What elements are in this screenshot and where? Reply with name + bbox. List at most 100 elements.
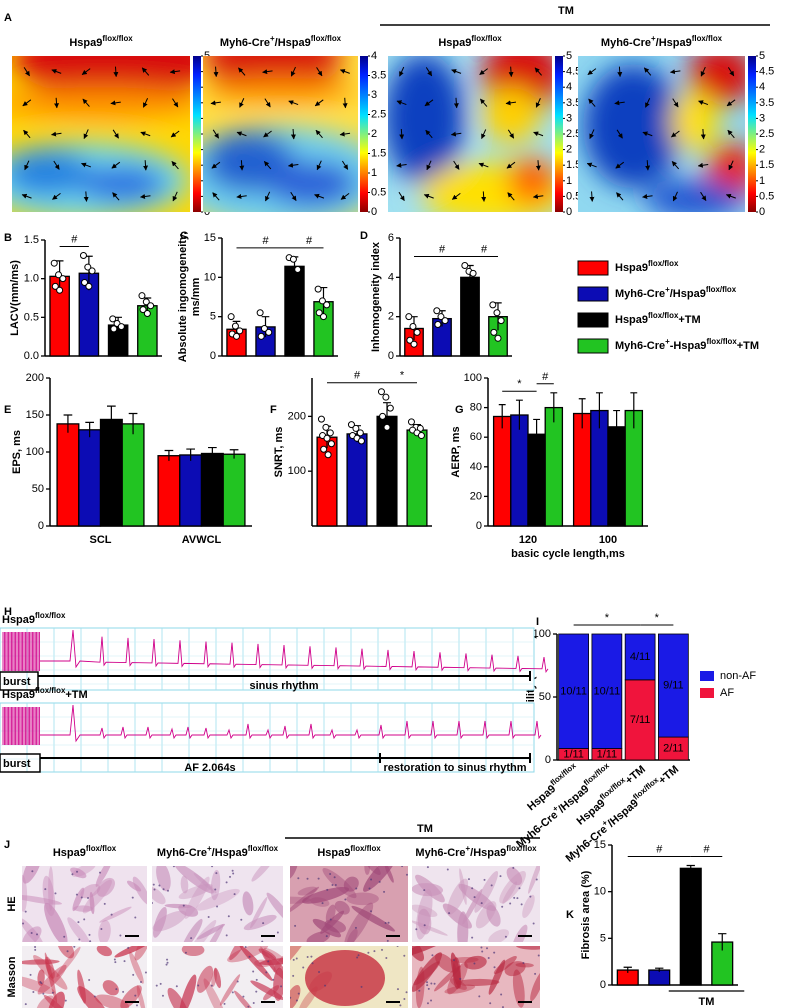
nucleus (152, 883, 155, 886)
nucleus (430, 982, 433, 985)
data-point (323, 301, 331, 309)
data-point (434, 321, 442, 329)
data-point (143, 309, 151, 317)
map-blob (12, 56, 190, 99)
map-blob (583, 63, 684, 189)
colorbar-tick-label: 3 (566, 112, 572, 124)
nucleus (431, 954, 434, 957)
nucleus (357, 954, 360, 957)
nucleus (509, 902, 512, 905)
nucleus (534, 972, 537, 975)
nucleus (132, 973, 135, 976)
tissue (343, 876, 359, 892)
x-tick-label: SCL (90, 534, 112, 546)
map-blob (644, 180, 745, 212)
tissue (47, 991, 65, 1008)
data-point (326, 429, 334, 437)
nucleus (370, 878, 373, 881)
y-tick-label: 0 (600, 979, 606, 991)
nucleus (64, 999, 67, 1002)
vector-arrow (535, 98, 541, 108)
nucleus (324, 984, 327, 987)
vector-arrow (726, 99, 736, 107)
nucleus (103, 902, 106, 905)
data-point (437, 313, 445, 321)
significance-label: * (655, 612, 660, 624)
significance-label: # (306, 235, 313, 247)
colorbar-tick-label: 4 (371, 50, 377, 62)
bar (99, 418, 123, 527)
tissue (415, 874, 445, 903)
y-tick-label: 200 (288, 410, 306, 422)
nucleus (161, 994, 164, 997)
colorbar-tick-label: 0.5 (371, 186, 386, 198)
nucleus (368, 887, 371, 890)
y-axis-label: ms/mm (190, 278, 202, 317)
vector-arrow (481, 191, 487, 202)
colorbar-tick-label: 0 (566, 206, 572, 218)
colorbar-tick-label: 1 (566, 175, 572, 187)
y-axis-label: AERP, ms (450, 426, 462, 477)
nucleus (480, 902, 483, 905)
nucleus (317, 877, 320, 880)
burst-box (0, 671, 39, 691)
bar (544, 406, 564, 527)
nucleus (383, 890, 386, 893)
colorbar (555, 56, 563, 212)
tissue (417, 908, 432, 935)
colorbar-tick-label: 2 (759, 144, 765, 156)
nucleus (493, 966, 496, 969)
tissue (152, 910, 187, 932)
bar (222, 453, 246, 527)
nucleus (295, 999, 298, 1002)
tissue (502, 881, 518, 904)
nucleus (513, 896, 516, 899)
histology-image (22, 866, 147, 942)
bar (284, 265, 305, 357)
tissue (511, 924, 528, 942)
vector-arrow (423, 193, 434, 199)
error-bar (655, 967, 664, 972)
data-point (410, 340, 418, 348)
tissue (384, 866, 394, 883)
significance-label: # (481, 243, 488, 255)
row-label: Masson (6, 956, 18, 997)
nucleus (292, 958, 295, 961)
y-tick-label: 0 (476, 520, 482, 532)
vector-arrow (450, 131, 462, 137)
tissue (96, 946, 112, 957)
vector-arrow (113, 66, 119, 78)
vector-arrow (314, 99, 324, 107)
y-tick-label: 0 (545, 754, 551, 766)
data-point (413, 328, 421, 336)
colorbar-tick-label: 0 (759, 206, 765, 218)
nucleus (326, 888, 329, 891)
legend-swatch (577, 260, 609, 276)
y-tick-label: 100 (288, 465, 306, 477)
tissue (71, 866, 96, 877)
y-tick-label: 50 (32, 483, 44, 495)
bar-segment (558, 633, 589, 749)
vector-arrow (616, 129, 623, 139)
y-tick-label: 4 (388, 271, 394, 283)
data-point (236, 327, 244, 335)
data-point (88, 267, 96, 275)
vector-arrow (645, 98, 651, 108)
x-tick-label: AVWCL (182, 534, 222, 546)
nucleus (306, 877, 309, 880)
vector-arrow (700, 191, 707, 202)
bar-segment (591, 633, 623, 749)
vector-arrow (727, 129, 735, 139)
tissue (42, 875, 56, 917)
error-bar (630, 392, 638, 429)
tissue (153, 906, 167, 938)
nucleus (426, 866, 429, 869)
tissue (82, 879, 112, 914)
data-point (317, 415, 325, 423)
nucleus (512, 866, 515, 869)
nucleus (229, 875, 232, 878)
error-bar (718, 933, 727, 951)
data-point (490, 328, 498, 336)
nucleus (504, 935, 507, 938)
error-bar (229, 449, 239, 459)
